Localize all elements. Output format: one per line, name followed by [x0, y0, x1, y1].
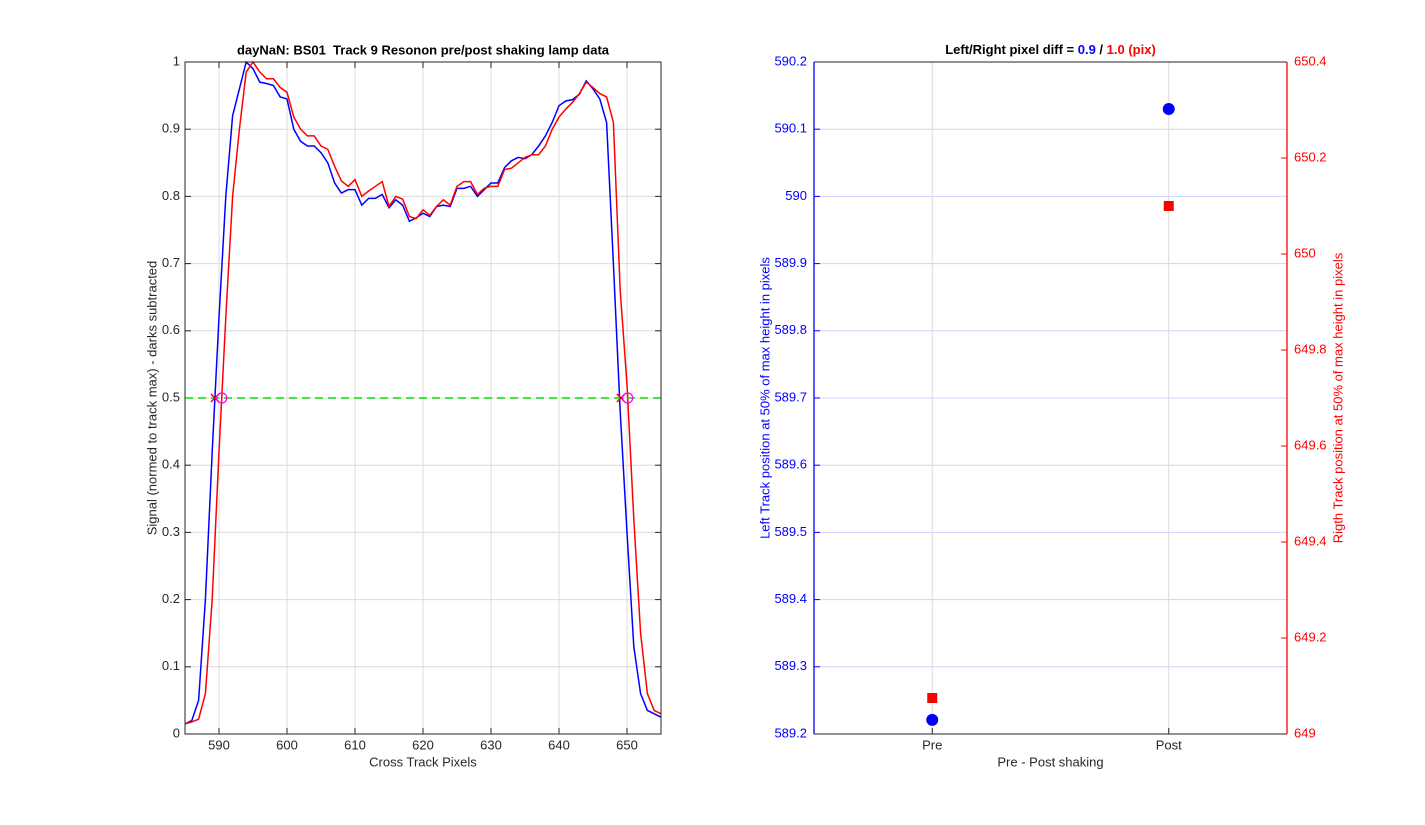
- y-tick-label: 589.4: [774, 591, 807, 606]
- title-part: 0.9: [1078, 42, 1096, 57]
- y-tick-label: 589.8: [774, 322, 807, 337]
- y2-tick-label: 650.2: [1294, 149, 1327, 164]
- y-axis-label: Left Track position at 50% of max height…: [757, 257, 772, 539]
- y2-tick-label: 649.2: [1294, 629, 1327, 644]
- y-tick-label: 589.3: [774, 658, 807, 673]
- y-tick-label: 0.4: [162, 457, 180, 472]
- chart-title: dayNaN: BS01 Track 9 Resonon pre/post sh…: [237, 42, 610, 57]
- y2-tick-label: 650.4: [1294, 53, 1327, 68]
- x-axis-label: Cross Track Pixels: [369, 754, 477, 769]
- y-tick-label: 0.9: [162, 121, 180, 136]
- y2-tick-label: 649.8: [1294, 341, 1327, 356]
- y-tick-label: 1: [173, 53, 180, 68]
- x-tick-label: Post: [1156, 737, 1182, 752]
- y-tick-label: 589.6: [774, 457, 807, 472]
- x-tick-label: 600: [276, 737, 298, 752]
- x-axis-label: Pre - Post shaking: [997, 754, 1103, 769]
- title-part: /: [1096, 42, 1107, 57]
- marker: [927, 693, 938, 703]
- y-tick-label: 0.7: [162, 255, 180, 270]
- marker: [926, 713, 939, 726]
- y-tick-label: 0.8: [162, 188, 180, 203]
- data-line: [184, 60, 662, 725]
- x-tick-label: 650: [616, 737, 638, 752]
- chart-title: Left/Right pixel diff = 0.9 / 1.0 (pix): [945, 42, 1156, 57]
- marker: [622, 392, 634, 404]
- y2-tick-label: 649.4: [1294, 533, 1327, 548]
- y-tick-label: 589.2: [774, 725, 807, 740]
- x-tick-label: 620: [412, 737, 434, 752]
- x-tick-label: 590: [208, 737, 230, 752]
- y-tick-label: 589.9: [774, 255, 807, 270]
- y2-tick-label: 650: [1294, 245, 1316, 260]
- y-tick-label: 589.5: [774, 524, 807, 539]
- y-tick-label: 0.1: [162, 658, 180, 673]
- y-tick-label: 0.5: [162, 389, 180, 404]
- y-tick-label: 590: [785, 188, 807, 203]
- x-tick-label: 640: [548, 737, 570, 752]
- y-axis-label: Signal (normed to track max) - darks sub…: [144, 261, 159, 536]
- y2-tick-label: 649: [1294, 725, 1316, 740]
- y-tick-label: 0.2: [162, 591, 180, 606]
- marker: [1162, 103, 1175, 116]
- y2-axis-label: Rigth Track position at 50% of max heigh…: [1330, 252, 1345, 543]
- y-tick-label: 590.1: [774, 121, 807, 136]
- title-part: (pix): [1125, 42, 1156, 57]
- y-tick-label: 0.3: [162, 524, 180, 539]
- axes-box: [184, 61, 662, 735]
- x-tick-label: Pre: [922, 737, 942, 752]
- y2-tick-label: 649.6: [1294, 437, 1327, 452]
- title-part: 1.0: [1107, 42, 1125, 57]
- y-tick-label: 590.2: [774, 53, 807, 68]
- title-part: Left/Right pixel diff =: [945, 42, 1078, 57]
- y-tick-label: 589.7: [774, 389, 807, 404]
- x-tick-label: 610: [344, 737, 366, 752]
- marker: [1163, 201, 1174, 211]
- y-tick-label: 0: [173, 725, 180, 740]
- marker: [216, 392, 228, 404]
- x-tick-label: 630: [480, 737, 502, 752]
- y-tick-label: 0.6: [162, 322, 180, 337]
